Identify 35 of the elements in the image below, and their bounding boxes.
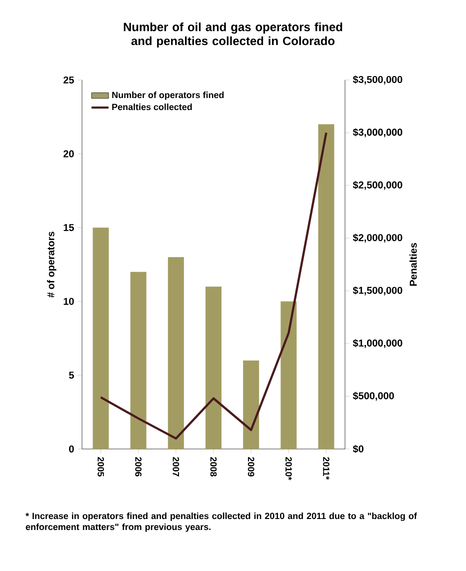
legend-label: Penalties collected <box>112 104 192 110</box>
y2-tick-label: $0 <box>352 444 364 454</box>
bar <box>168 257 184 449</box>
y2-axis-title: Penalties <box>409 243 417 286</box>
y2-tick-label: $1,000,000 <box>352 339 402 348</box>
x-tick-label: 2007 <box>172 457 180 476</box>
y2-tick-label: $2,000,000 <box>352 234 402 243</box>
x-tick-label: 2005 <box>98 457 104 476</box>
bar <box>92 228 109 449</box>
y2-tick-label: $3,000,000 <box>352 128 402 138</box>
x-tick-label: 2009 <box>248 457 254 476</box>
x-tick-label: 2008 <box>210 457 217 476</box>
line-series <box>100 132 328 440</box>
y-tick-label: 25 <box>63 76 74 84</box>
bar <box>130 272 146 449</box>
x-tick-label: 2006 <box>135 457 142 476</box>
y-axis-title: # of operators <box>47 232 56 298</box>
x-tick-label: 2011* <box>323 457 330 480</box>
y-tick-label: 20 <box>63 150 74 158</box>
y-tick-label: 0 <box>69 445 74 453</box>
y2-tick-label: $3,500,000 <box>352 76 402 84</box>
y-tick-label: 5 <box>69 372 74 379</box>
y2-tick-label: $500,000 <box>352 392 394 401</box>
legend-label: Number of operators fined <box>112 92 224 100</box>
y2-tick-label: $2,500,000 <box>352 180 402 190</box>
y-tick-label: 15 <box>64 224 74 232</box>
chart-title: Number of oil and gas operators fined and penalties collected in Colorado <box>124 22 342 48</box>
text: * Increase in operators fined and penalties collected in 2010 and 2011 due to a "backlog of enforcement matters" from previous years. <box>26 512 417 532</box>
bar <box>243 360 260 449</box>
bar <box>206 286 222 449</box>
y2-tick-label: $1,500,000 <box>352 286 402 296</box>
x-tick-label: 2010* <box>285 457 292 480</box>
y-tick-label: 10 <box>64 298 74 305</box>
bar <box>280 301 297 449</box>
bar <box>318 124 334 449</box>
